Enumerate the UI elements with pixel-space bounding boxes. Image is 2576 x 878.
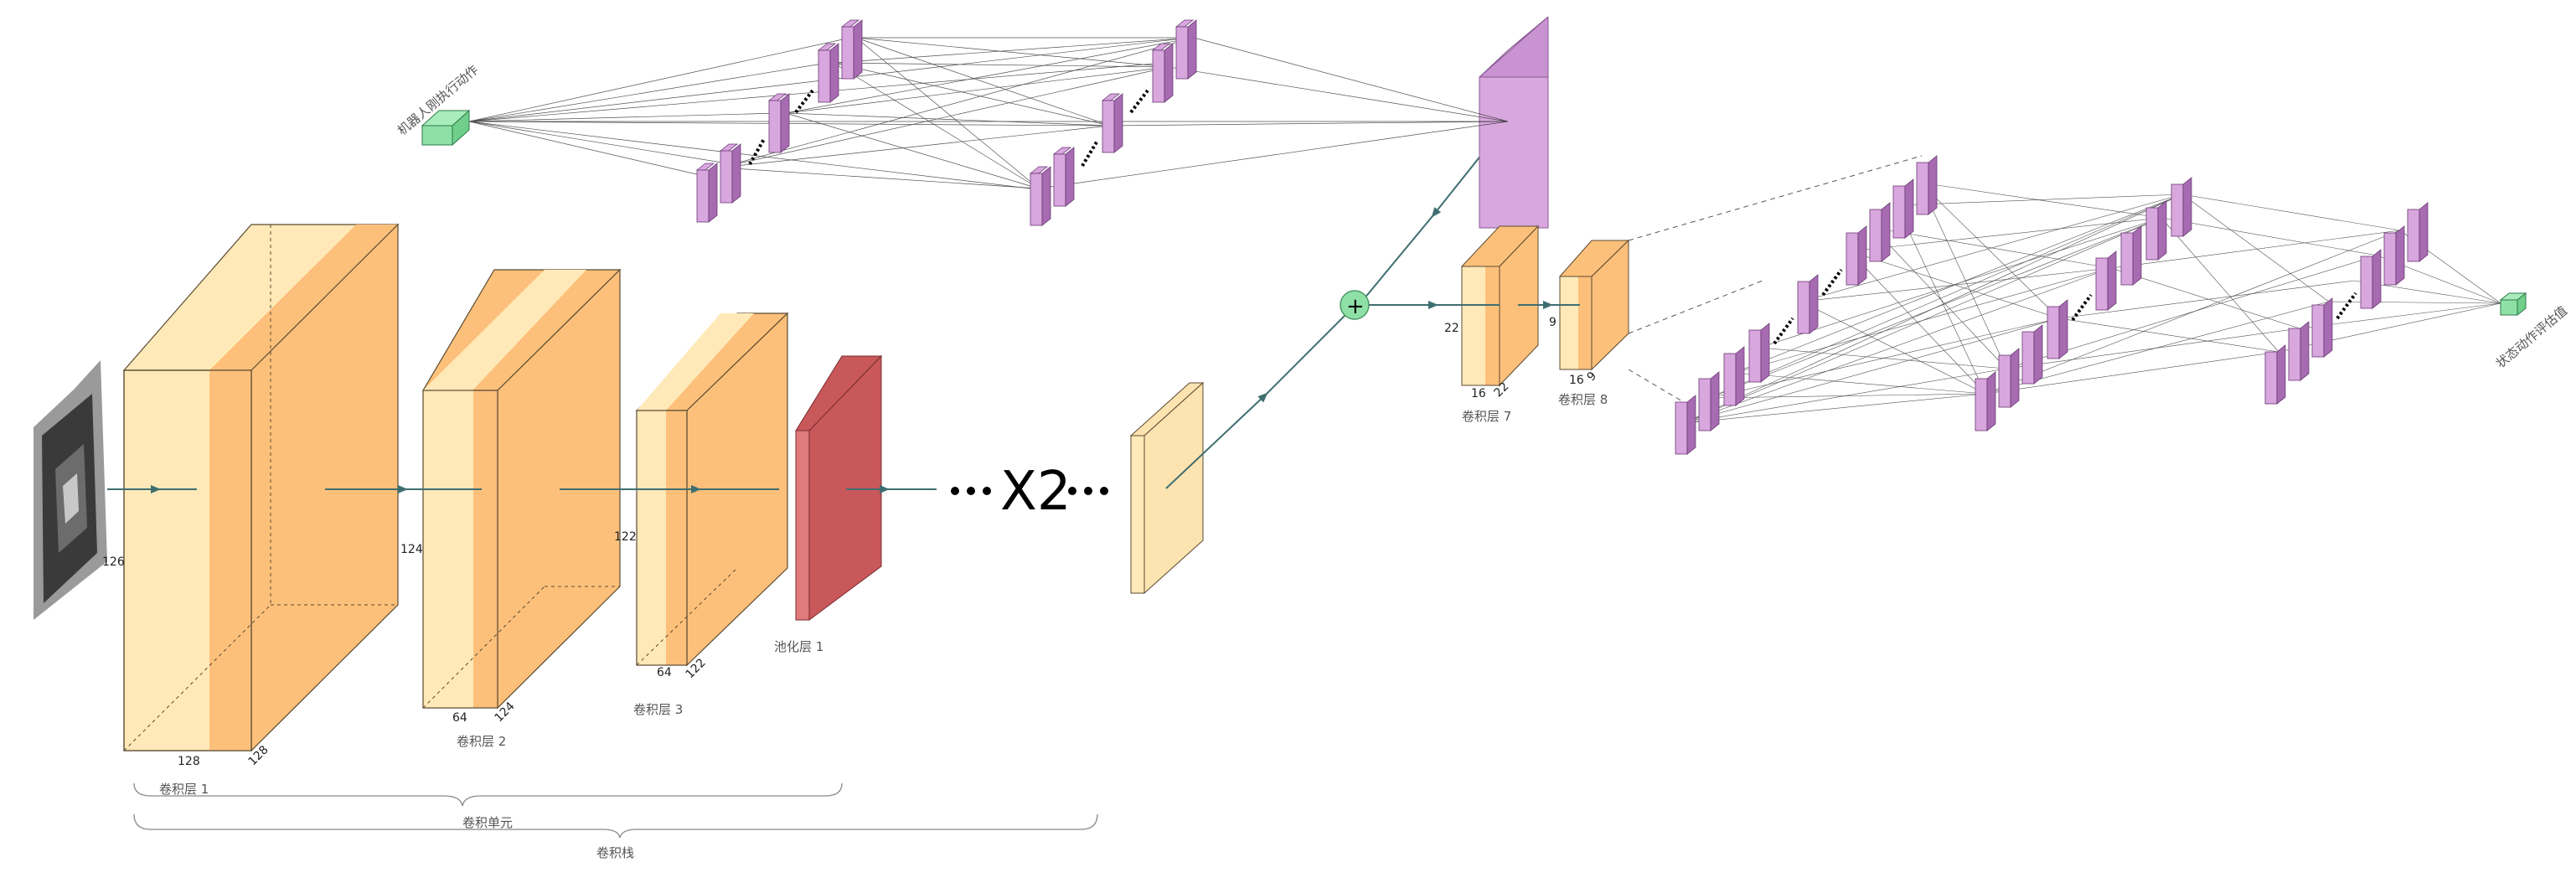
conv8-caption: 卷积层 8 bbox=[1558, 392, 1608, 407]
conv8-depth: 9 bbox=[1585, 369, 1600, 385]
conv-layer-8: 9 16 9 卷积层 8 bbox=[1549, 239, 1630, 407]
braces bbox=[133, 782, 1098, 839]
conv7-width: 16 bbox=[1471, 387, 1486, 400]
conv8-height: 9 bbox=[1549, 316, 1556, 329]
repeat-block: X2 bbox=[951, 461, 1108, 523]
conv3-caption: 卷积层 3 bbox=[633, 702, 683, 717]
ellipsis-icon bbox=[951, 487, 959, 495]
flow-to-sum bbox=[1165, 392, 1268, 489]
projection-lines bbox=[1628, 155, 1923, 408]
brace-stack-label: 卷积栈 bbox=[596, 845, 634, 860]
conv3-height: 122 bbox=[614, 530, 637, 544]
conv8-width: 16 bbox=[1569, 374, 1584, 387]
repeat-label: X2 bbox=[1000, 461, 1071, 523]
conv-layer-3: 122 64 122 卷积层 3 bbox=[614, 312, 789, 717]
conv7-height: 22 bbox=[1444, 322, 1459, 335]
conv-layer-1: 126 128 128 卷积层 1 bbox=[102, 223, 400, 797]
conv2-caption: 卷积层 2 bbox=[457, 734, 506, 749]
conv1-width: 128 bbox=[178, 755, 200, 768]
value-network: 状态动作评估值 bbox=[1675, 155, 2570, 455]
input-image bbox=[34, 360, 107, 620]
action-fc-layer bbox=[1479, 16, 1549, 229]
action-input-node bbox=[421, 109, 471, 147]
conv1-caption: 卷积层 1 bbox=[159, 782, 209, 797]
conv1-height: 126 bbox=[102, 555, 125, 569]
pool-layer-1: 池化层 1 bbox=[774, 354, 883, 654]
value-output-node bbox=[2499, 292, 2527, 317]
conv2-width: 64 bbox=[452, 711, 467, 725]
conv-layer-2: 124 64 124 卷积层 2 bbox=[400, 268, 622, 749]
conv2-height: 124 bbox=[400, 543, 423, 556]
sum-node: + bbox=[1340, 290, 1370, 320]
action-network: 机器人刚执行动作 bbox=[395, 19, 1509, 226]
pool1-caption: 池化层 1 bbox=[774, 639, 823, 654]
conv-layer-6 bbox=[1129, 381, 1205, 595]
conv3-width: 64 bbox=[657, 666, 672, 679]
conv7-caption: 卷积层 7 bbox=[1462, 409, 1511, 424]
conv-layer-7: 22 16 22 卷积层 7 bbox=[1437, 225, 1540, 424]
svg-text:+: + bbox=[1346, 294, 1365, 319]
brace-unit-label: 卷积单元 bbox=[462, 815, 513, 830]
